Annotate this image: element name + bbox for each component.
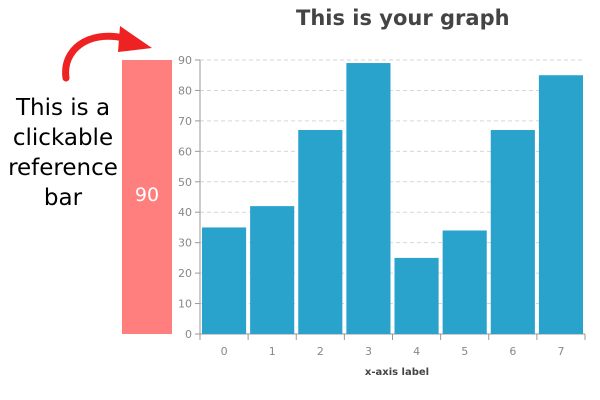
- y-tick-label: 50: [178, 176, 192, 189]
- bar-3: [346, 63, 391, 335]
- x-tick-label: 7: [557, 345, 564, 358]
- x-tick-label: 3: [365, 345, 372, 358]
- bars: [202, 63, 583, 335]
- tick-labels: 0 10 20 30 40 50 60 70 80 90 0 1 2 3 4 5 6 7: [178, 54, 564, 358]
- y-tick-label: 80: [178, 84, 192, 97]
- chart-title: This is your graph: [296, 6, 510, 30]
- callout-line-1: This is a: [15, 95, 111, 121]
- reference-bar[interactable]: 90: [122, 60, 172, 334]
- x-tick-label: 6: [509, 345, 516, 358]
- bar-6: [490, 130, 535, 334]
- y-tick-label: 20: [178, 267, 192, 280]
- y-tick-label: 60: [178, 145, 192, 158]
- y-tick-label: 30: [178, 237, 192, 250]
- callout-line-2: clickable: [12, 125, 114, 151]
- y-tick-label: 90: [178, 54, 192, 67]
- bar-7: [538, 75, 583, 334]
- bar-1: [250, 206, 295, 334]
- x-axis-label: x-axis label: [365, 367, 429, 378]
- y-tick-label: 10: [178, 298, 192, 311]
- y-tick-label: 70: [178, 115, 192, 128]
- y-tick-label: 0: [185, 328, 192, 341]
- x-tick-label: 1: [269, 345, 276, 358]
- y-tick-label: 40: [178, 206, 192, 219]
- x-tick-label: 0: [221, 345, 228, 358]
- x-tick-label: 5: [461, 345, 468, 358]
- bar-2: [298, 130, 343, 334]
- bar-0: [202, 227, 247, 334]
- x-tick-label: 2: [317, 345, 324, 358]
- reference-bar-value: 90: [134, 184, 160, 206]
- bar-4: [394, 257, 439, 334]
- callout-line-4: bar: [43, 185, 83, 211]
- callout-text: This is a clickable reference bar: [4, 93, 122, 213]
- bar-5: [442, 230, 487, 334]
- callout-line-3: reference: [8, 155, 118, 181]
- x-tick-label: 4: [413, 345, 420, 358]
